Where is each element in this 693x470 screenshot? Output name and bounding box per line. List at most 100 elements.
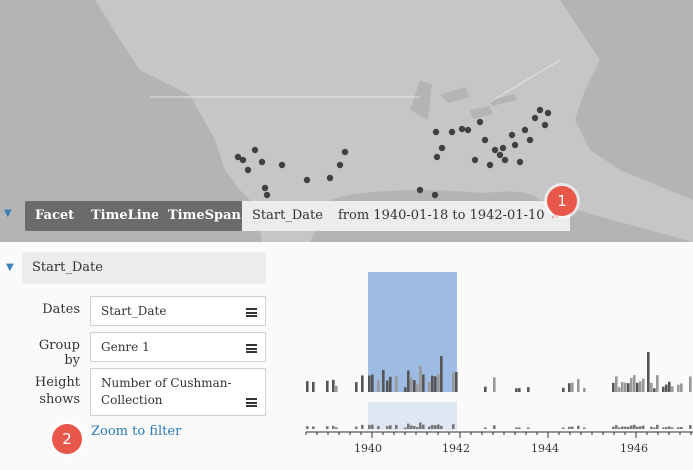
overview-bar: [371, 424, 374, 429]
timeline-bar: [484, 386, 487, 392]
overview-bar: [653, 427, 656, 429]
map-point[interactable]: [278, 161, 286, 169]
map-point[interactable]: [326, 174, 334, 182]
selection-brush-overview[interactable]: [368, 402, 457, 430]
overview-bar: [386, 426, 389, 429]
map-point[interactable]: [501, 156, 509, 164]
timeline-bar: [656, 375, 659, 392]
overview-bar: [656, 424, 659, 429]
map-point[interactable]: [431, 191, 439, 199]
map-point[interactable]: [476, 118, 484, 126]
group-by-select-value: Genre 1: [101, 340, 150, 354]
height-shows-select[interactable]: Number of Cushman-Collection: [90, 368, 266, 416]
map-point[interactable]: [341, 148, 349, 156]
chip-timeline[interactable]: TimeLine: [81, 201, 170, 231]
overview-bar: [395, 424, 398, 429]
close-icon[interactable]: ✕: [550, 209, 560, 222]
timeline-bar: [642, 378, 645, 392]
map[interactable]: [0, 0, 693, 242]
timeline-bar: [568, 383, 571, 392]
dates-select[interactable]: Start_Date: [90, 296, 266, 326]
section-chevron-down-icon[interactable]: ▼: [6, 262, 14, 273]
timeline-bar: [361, 375, 364, 392]
timeline-bar: [440, 356, 443, 392]
chip-timespan[interactable]: TimeSpan: [158, 201, 251, 231]
zoom-to-filter-link[interactable]: Zoom to filter: [91, 424, 182, 439]
timeline-bar: [382, 370, 385, 392]
chip-date-range[interactable]: from 1940-01-18 to 1942-01-10 ✕: [328, 201, 570, 231]
map-point[interactable]: [541, 121, 549, 129]
map-point[interactable]: [536, 106, 544, 114]
map-point[interactable]: [258, 158, 266, 166]
menu-icon: [246, 398, 257, 407]
overview-bar: [493, 425, 496, 429]
timeline-svg[interactable]: 1940 1942 1944 1946: [300, 266, 693, 466]
timeline-bar: [612, 382, 615, 392]
timeline-bar: [677, 384, 680, 392]
map-point[interactable]: [521, 126, 529, 134]
overview-bar: [312, 426, 315, 429]
timeline-bar: [355, 382, 358, 392]
map-point[interactable]: [499, 144, 507, 152]
timeline-bar: [335, 385, 338, 392]
map-point[interactable]: [508, 131, 516, 139]
timeline-bar: [413, 380, 416, 392]
map-point[interactable]: [516, 158, 524, 166]
filterbar-chevron-down-icon[interactable]: ▼: [4, 208, 12, 219]
timeline-bar: [428, 382, 431, 392]
overview-bar: [452, 424, 455, 429]
map-point[interactable]: [448, 128, 456, 136]
section-header[interactable]: Start_Date: [22, 252, 266, 284]
overview-bar: [416, 427, 419, 429]
map-point[interactable]: [481, 136, 489, 144]
map-point[interactable]: [234, 153, 242, 161]
map-point[interactable]: [303, 176, 311, 184]
map-point[interactable]: [432, 128, 440, 136]
map-point[interactable]: [416, 186, 424, 194]
map-point[interactable]: [438, 144, 446, 152]
map-point[interactable]: [464, 126, 472, 134]
timeline-bar: [422, 374, 425, 392]
map-point[interactable]: [239, 156, 247, 164]
timeline-bar: [639, 381, 642, 392]
overview-bar: [642, 425, 645, 429]
map-point[interactable]: [251, 146, 259, 154]
map-point[interactable]: [471, 156, 479, 164]
chip-start-date[interactable]: Start_Date: [242, 201, 333, 231]
overview-bar: [677, 427, 680, 429]
map-point[interactable]: [531, 114, 539, 122]
timeline-bars: [306, 352, 692, 392]
map-point[interactable]: [491, 146, 499, 154]
overview-bar: [615, 425, 618, 429]
map-point[interactable]: [526, 136, 534, 144]
chip-facet[interactable]: Facet: [25, 201, 85, 231]
badge-two: 2: [52, 424, 82, 454]
map-point[interactable]: [511, 141, 519, 149]
map-point[interactable]: [458, 125, 466, 133]
overview-bar: [389, 425, 392, 429]
timeline-bar: [306, 381, 309, 392]
group-by-select[interactable]: Genre 1: [90, 332, 266, 362]
timeline-bar: [389, 376, 392, 392]
map-point[interactable]: [496, 151, 504, 159]
overview-bar: [633, 424, 636, 429]
map-point[interactable]: [336, 161, 344, 169]
chip-start-date-label: Start_Date: [252, 208, 323, 223]
map-point[interactable]: [261, 184, 269, 192]
overview-bar: [662, 427, 665, 429]
timeline-bar: [332, 379, 335, 392]
map-point[interactable]: [486, 161, 494, 169]
timeline-bar: [419, 366, 422, 392]
timeline-chart[interactable]: 1940 1942 1944 1946: [300, 266, 693, 466]
timeline-bar: [662, 386, 665, 392]
overview-bar: [689, 425, 692, 429]
map-point[interactable]: [244, 166, 252, 174]
overview-bar: [377, 426, 380, 429]
overview-bar: [630, 425, 633, 429]
overview-bar: [583, 427, 586, 429]
map-point[interactable]: [263, 191, 271, 199]
selection-brush[interactable]: [368, 272, 457, 392]
map-point[interactable]: [433, 153, 441, 161]
height-shows-label: Height shows: [34, 375, 80, 407]
map-point[interactable]: [544, 109, 552, 117]
